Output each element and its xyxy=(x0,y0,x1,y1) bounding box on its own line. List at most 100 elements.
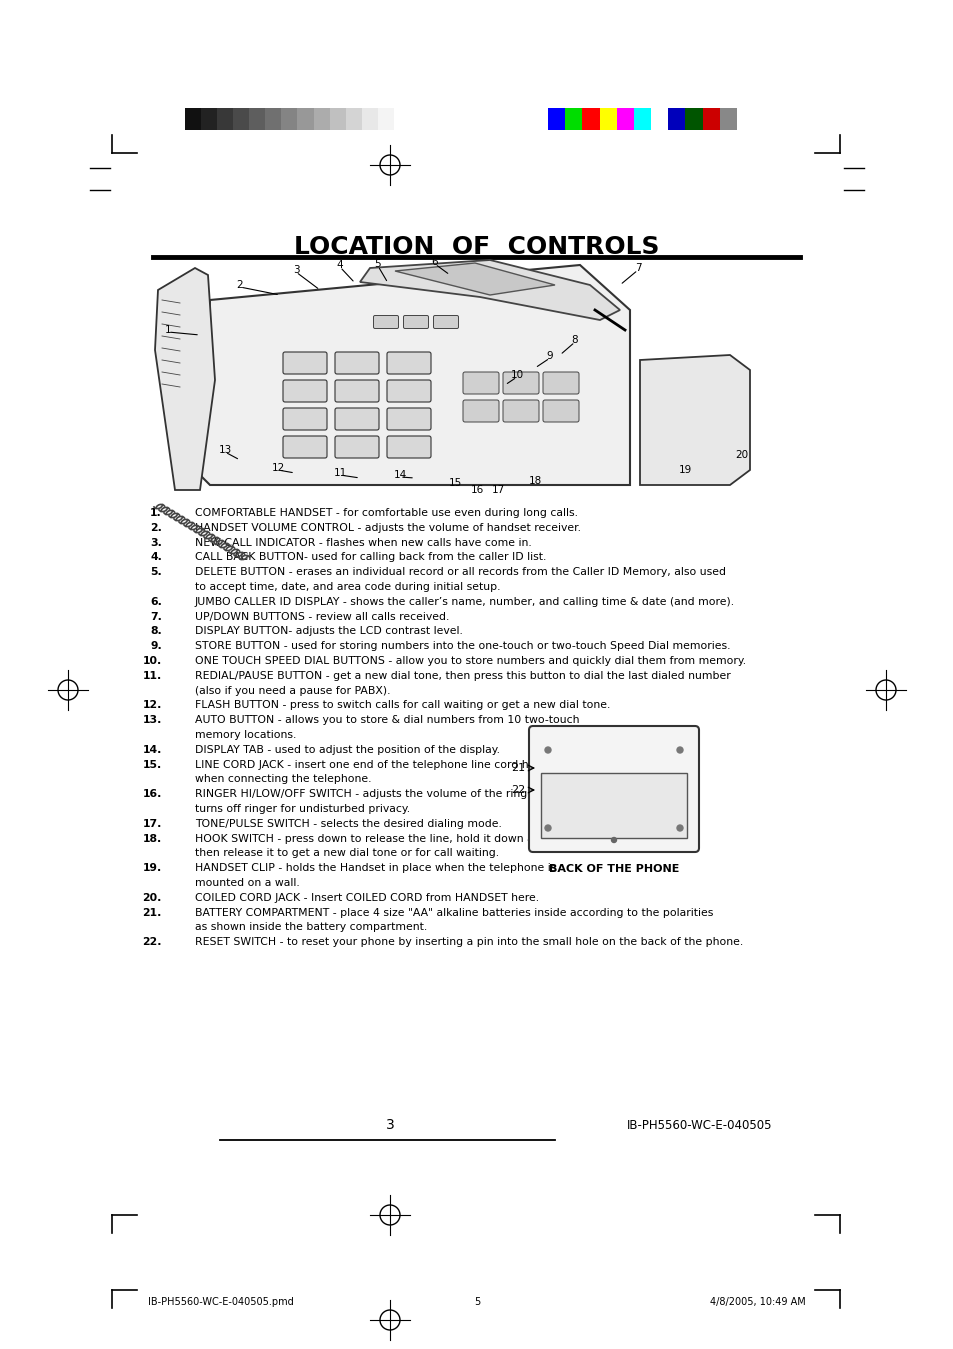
FancyBboxPatch shape xyxy=(542,401,578,422)
Text: NEW CALL INDICATOR - flashes when new calls have come in.: NEW CALL INDICATOR - flashes when new ca… xyxy=(194,538,531,548)
Bar xyxy=(581,108,598,130)
Text: 22: 22 xyxy=(510,785,524,795)
Polygon shape xyxy=(395,263,555,295)
Text: 15: 15 xyxy=(448,478,461,488)
Text: 9: 9 xyxy=(546,351,553,362)
Bar xyxy=(667,108,685,130)
Text: 17.: 17. xyxy=(143,819,162,828)
Text: LINE CORD JACK - insert one end of the telephone line cord here: LINE CORD JACK - insert one end of the t… xyxy=(194,759,546,769)
Text: BACK OF THE PHONE: BACK OF THE PHONE xyxy=(548,863,679,874)
Text: 16.: 16. xyxy=(143,789,162,799)
Text: IB-PH5560-WC-E-040505: IB-PH5560-WC-E-040505 xyxy=(626,1120,772,1132)
Text: 19: 19 xyxy=(678,465,691,475)
Text: then release it to get a new dial tone or for call waiting.: then release it to get a new dial tone o… xyxy=(194,849,498,858)
Text: 3.: 3. xyxy=(150,538,162,548)
Text: 5.: 5. xyxy=(150,567,162,577)
Text: 16: 16 xyxy=(470,486,483,495)
Text: TONE/PULSE SWITCH - selects the desired dialing mode.: TONE/PULSE SWITCH - selects the desired … xyxy=(194,819,501,828)
Text: 11: 11 xyxy=(333,468,346,478)
Text: LOCATION  OF  CONTROLS: LOCATION OF CONTROLS xyxy=(294,235,659,259)
Text: COILED CORD JACK - Insert COILED CORD from HANDSET here.: COILED CORD JACK - Insert COILED CORD fr… xyxy=(194,893,538,902)
Text: (also if you need a pause for PABX).: (also if you need a pause for PABX). xyxy=(194,685,390,696)
Bar xyxy=(249,108,265,130)
Bar xyxy=(394,108,410,130)
FancyBboxPatch shape xyxy=(502,372,538,394)
Text: 4: 4 xyxy=(336,260,343,270)
Bar xyxy=(314,108,330,130)
FancyBboxPatch shape xyxy=(335,407,378,430)
FancyBboxPatch shape xyxy=(387,436,431,459)
Polygon shape xyxy=(154,268,214,490)
Bar xyxy=(720,108,737,130)
Text: 7.: 7. xyxy=(150,611,162,622)
Text: 18.: 18. xyxy=(143,834,162,843)
Text: 8: 8 xyxy=(571,335,578,345)
Text: as shown inside the battery compartment.: as shown inside the battery compartment. xyxy=(194,923,427,932)
Text: 10: 10 xyxy=(510,370,523,380)
FancyBboxPatch shape xyxy=(374,316,398,329)
Text: 15.: 15. xyxy=(143,759,162,769)
Text: 12.: 12. xyxy=(143,700,162,711)
FancyBboxPatch shape xyxy=(462,372,498,394)
Text: 7: 7 xyxy=(634,263,640,272)
Circle shape xyxy=(544,826,551,831)
FancyBboxPatch shape xyxy=(387,407,431,430)
Bar xyxy=(297,108,314,130)
Text: 14.: 14. xyxy=(143,745,162,755)
Text: 9.: 9. xyxy=(150,641,162,652)
Bar xyxy=(361,108,377,130)
FancyBboxPatch shape xyxy=(283,407,327,430)
Text: FLASH BUTTON - press to switch calls for call waiting or get a new dial tone.: FLASH BUTTON - press to switch calls for… xyxy=(194,700,610,711)
Polygon shape xyxy=(359,260,619,320)
Text: 8.: 8. xyxy=(150,626,162,637)
FancyBboxPatch shape xyxy=(335,380,378,402)
Text: 3: 3 xyxy=(293,264,299,275)
FancyBboxPatch shape xyxy=(335,352,378,374)
Text: 1: 1 xyxy=(165,325,172,335)
Text: AUTO BUTTON - allows you to store & dial numbers from 10 two-touch: AUTO BUTTON - allows you to store & dial… xyxy=(194,715,578,726)
Text: STORE BUTTON - used for storing numbers into the one-touch or two-touch Speed Di: STORE BUTTON - used for storing numbers … xyxy=(194,641,730,652)
Bar xyxy=(233,108,249,130)
Bar xyxy=(547,108,564,130)
Bar xyxy=(685,108,702,130)
Text: REDIAL/PAUSE BUTTON - get a new dial tone, then press this button to dial the la: REDIAL/PAUSE BUTTON - get a new dial ton… xyxy=(194,670,730,681)
Text: 11.: 11. xyxy=(143,670,162,681)
Bar xyxy=(377,108,394,130)
FancyBboxPatch shape xyxy=(529,726,699,853)
Bar xyxy=(281,108,297,130)
Text: 21.: 21. xyxy=(143,908,162,917)
Text: to accept time, date, and area code during initial setup.: to accept time, date, and area code duri… xyxy=(194,581,500,592)
Text: 17: 17 xyxy=(491,486,504,495)
Text: BATTERY COMPARTMENT - place 4 size "AA" alkaline batteries inside according to t: BATTERY COMPARTMENT - place 4 size "AA" … xyxy=(194,908,713,917)
Text: UP/DOWN BUTTONS - review all calls received.: UP/DOWN BUTTONS - review all calls recei… xyxy=(194,611,449,622)
FancyBboxPatch shape xyxy=(462,401,498,422)
Circle shape xyxy=(611,838,616,843)
Text: ONE TOUCH SPEED DIAL BUTTONS - allow you to store numbers and quickly dial them : ONE TOUCH SPEED DIAL BUTTONS - allow you… xyxy=(194,656,745,666)
Text: 10.: 10. xyxy=(143,656,162,666)
FancyBboxPatch shape xyxy=(387,380,431,402)
Text: 1.: 1. xyxy=(150,509,162,518)
Bar xyxy=(616,108,633,130)
Bar xyxy=(564,108,581,130)
Text: 6: 6 xyxy=(432,258,437,267)
Circle shape xyxy=(544,747,551,753)
Text: 5: 5 xyxy=(474,1296,479,1307)
Text: 4.: 4. xyxy=(150,552,162,563)
Text: DELETE BUTTON - erases an individual record or all records from the Caller ID Me: DELETE BUTTON - erases an individual rec… xyxy=(194,567,725,577)
Circle shape xyxy=(677,747,682,753)
Text: 18: 18 xyxy=(528,476,541,486)
Text: 5: 5 xyxy=(375,259,381,268)
Bar xyxy=(650,108,667,130)
Bar xyxy=(540,773,686,838)
Text: 22.: 22. xyxy=(142,938,162,947)
Text: RINGER HI/LOW/OFF SWITCH - adjusts the volume of the ringer or: RINGER HI/LOW/OFF SWITCH - adjusts the v… xyxy=(194,789,553,799)
Bar xyxy=(345,108,361,130)
Text: 13: 13 xyxy=(218,445,232,455)
Bar xyxy=(217,108,233,130)
Polygon shape xyxy=(639,355,749,486)
Bar xyxy=(633,108,650,130)
Text: 2.: 2. xyxy=(150,523,162,533)
FancyBboxPatch shape xyxy=(433,316,458,329)
Polygon shape xyxy=(200,264,629,486)
Text: DISPLAY BUTTON- adjusts the LCD contrast level.: DISPLAY BUTTON- adjusts the LCD contrast… xyxy=(194,626,462,637)
